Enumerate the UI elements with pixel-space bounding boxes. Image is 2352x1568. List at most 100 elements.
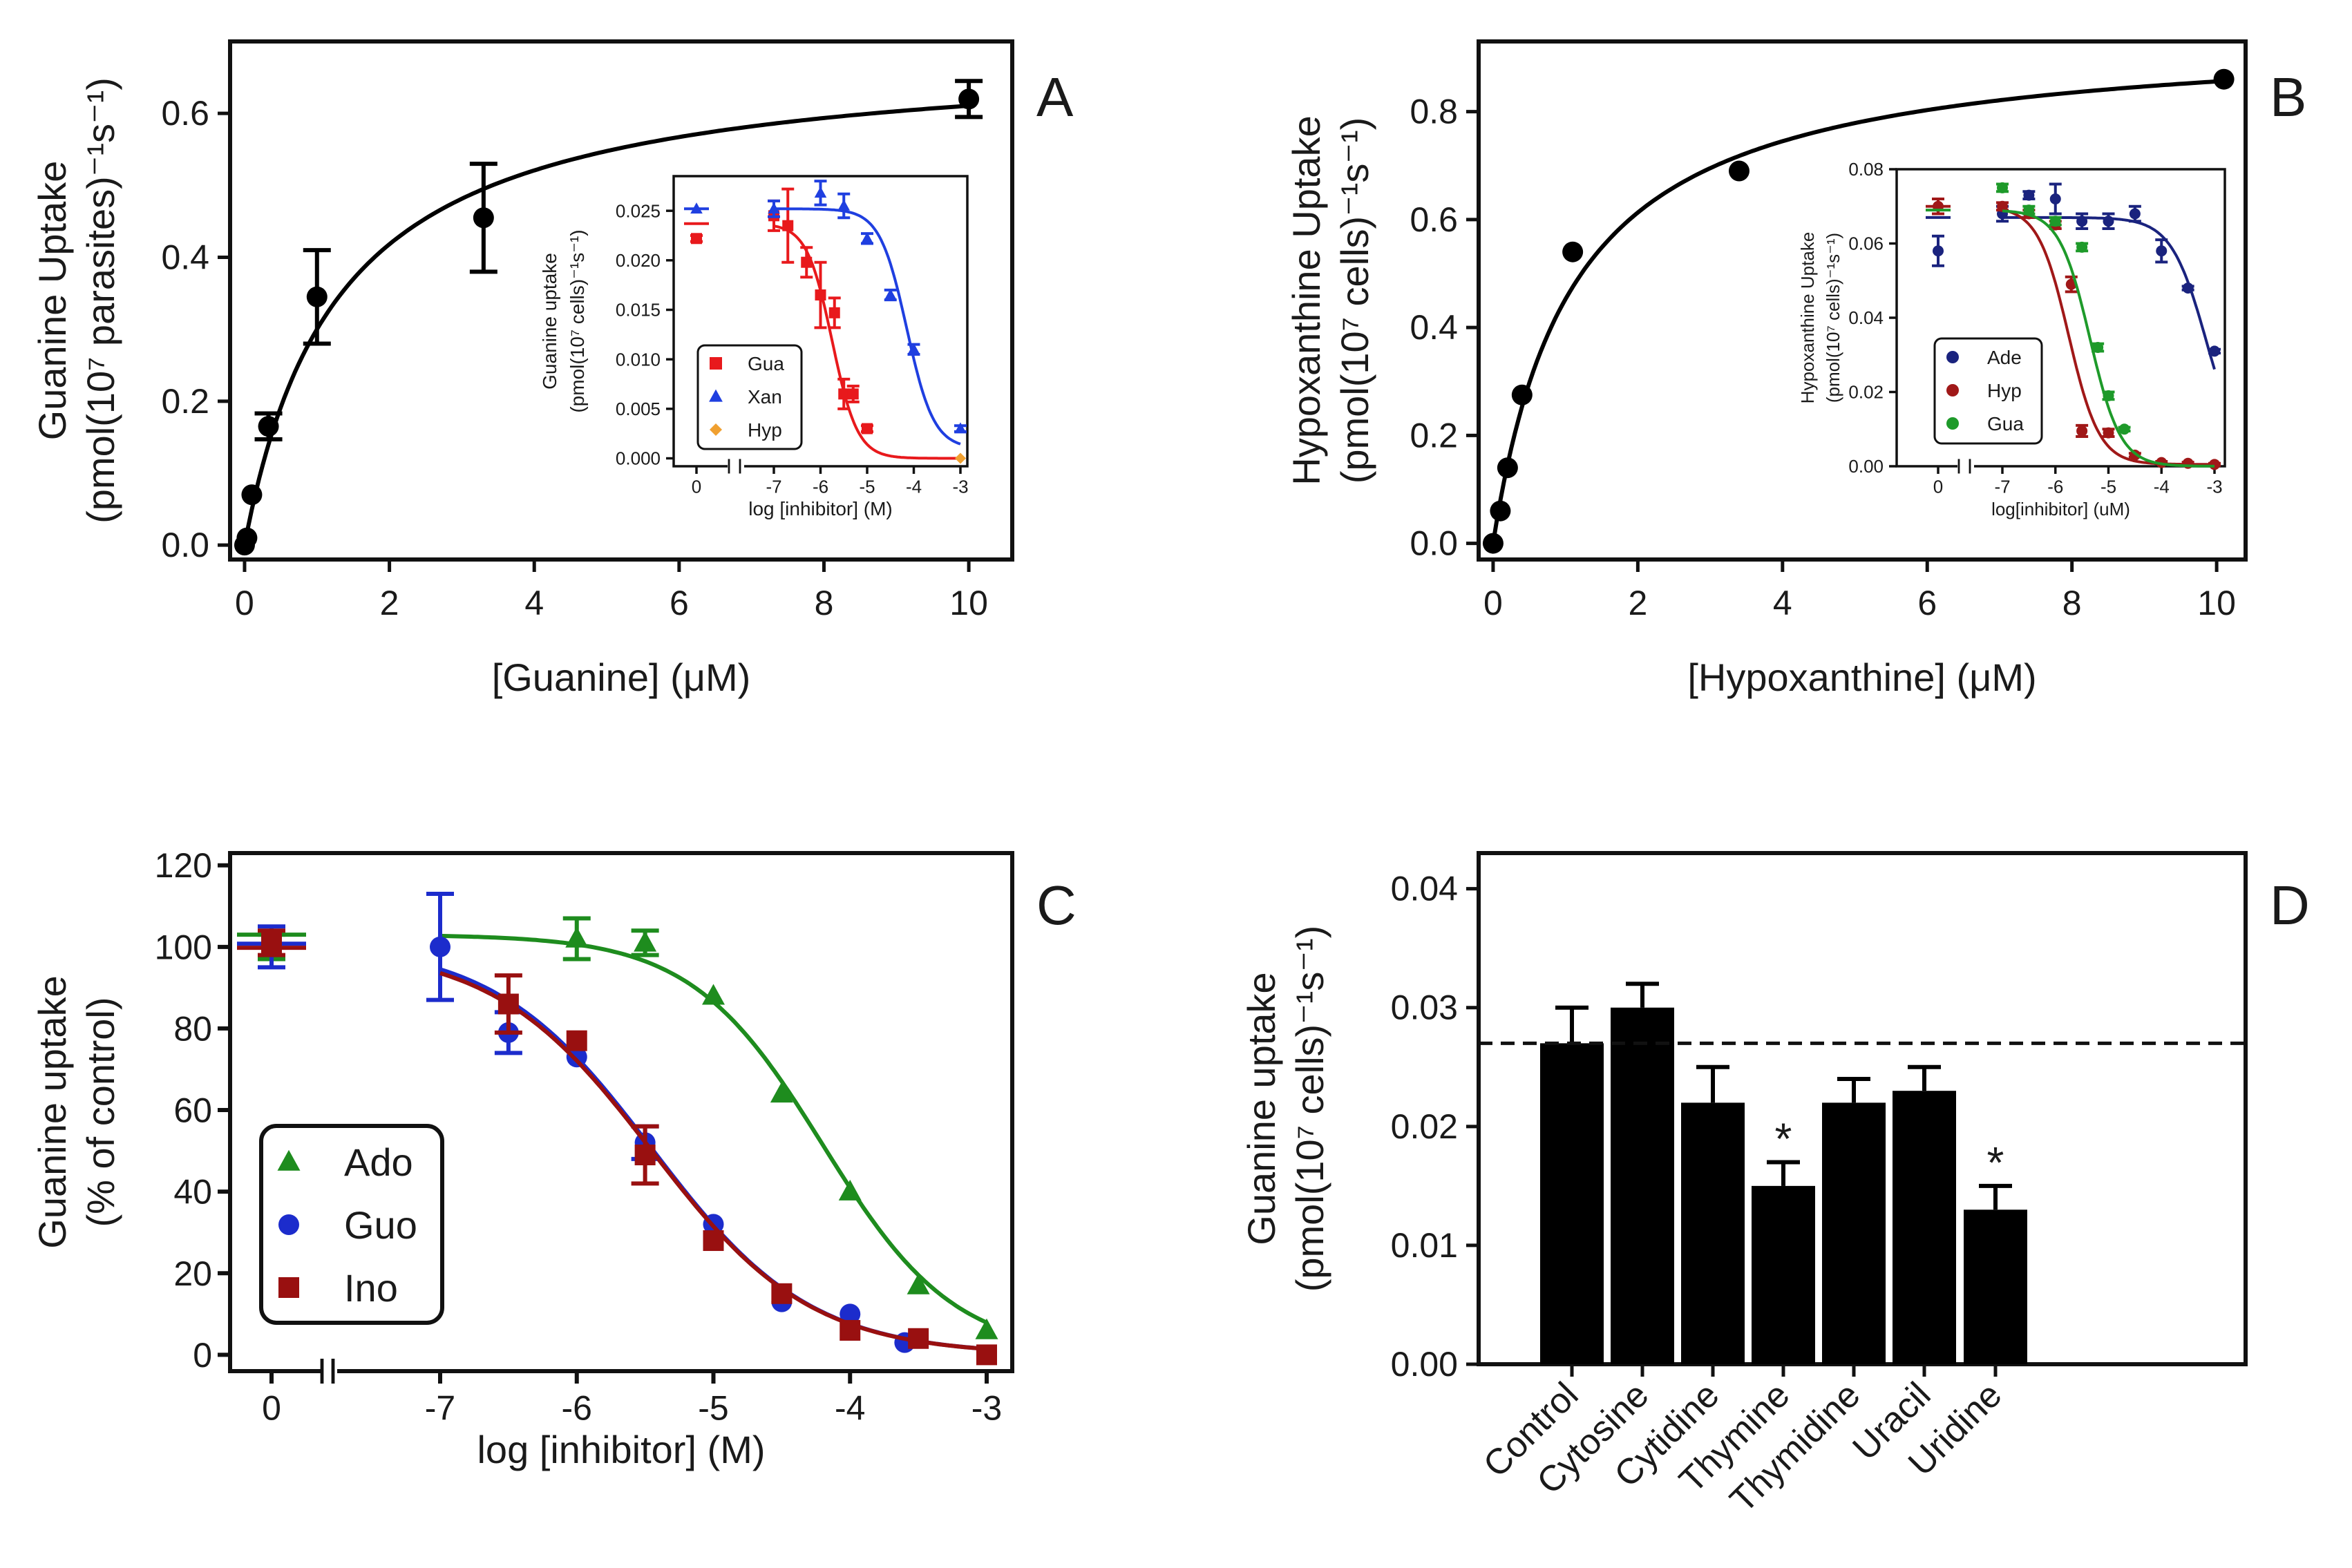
error-bar bbox=[1767, 1160, 1800, 1186]
legend-label-hyp: Hyp bbox=[1987, 380, 2022, 401]
plot-frame-b bbox=[1477, 39, 2248, 562]
y-axis-label: (pmol(10⁷ cells)⁻¹s⁻¹) bbox=[1823, 233, 1843, 403]
y-axis-label: (pmol(10⁷ cells)⁻¹s⁻¹) bbox=[1333, 117, 1376, 484]
data-point-hyp bbox=[1997, 200, 2008, 212]
bar-thymidine bbox=[1822, 1102, 1886, 1364]
x-tick-label: -6 bbox=[562, 1389, 592, 1428]
x-axis-label: log [inhibitor] (M) bbox=[748, 498, 893, 519]
x-tick-label: -7 bbox=[766, 476, 781, 497]
data-point-guo bbox=[566, 1046, 587, 1068]
y-tick-label: 60 bbox=[173, 1091, 212, 1130]
data-point-ino bbox=[261, 932, 282, 953]
legend-label-hyp: Hyp bbox=[748, 419, 782, 441]
x-tick-label: 4 bbox=[524, 584, 544, 622]
panel-label-d: D bbox=[2270, 874, 2310, 936]
x-tick-label: 10 bbox=[949, 584, 988, 622]
y-tick-label: 0.000 bbox=[616, 448, 661, 469]
bar-uracil bbox=[1893, 1091, 1956, 1364]
y-tick-label: 0.020 bbox=[616, 250, 661, 271]
legend-label-gua: Gua bbox=[1987, 413, 2024, 434]
bar-uridine bbox=[1964, 1210, 2027, 1364]
y-axis-label: Hypoxanthine Uptake bbox=[1284, 115, 1328, 485]
data-point-gua bbox=[847, 388, 859, 400]
x-tick-label: -4 bbox=[906, 476, 922, 497]
significance-star: * bbox=[1775, 1113, 1792, 1163]
data-point-xan bbox=[861, 232, 873, 244]
y-tick-label: 0.00 bbox=[1391, 1345, 1458, 1384]
y-tick-label: 0.04 bbox=[1848, 307, 1884, 328]
panel-label-b: B bbox=[2270, 66, 2306, 128]
x-tick-label: -3 bbox=[2206, 476, 2222, 497]
axis-break-icon bbox=[728, 459, 741, 474]
x-tick-label: -3 bbox=[971, 1389, 1002, 1428]
error-bar bbox=[1626, 982, 1659, 1008]
x-tick-label: 8 bbox=[2062, 584, 2082, 622]
data-point-ade bbox=[2076, 216, 2088, 227]
bar-control bbox=[1540, 1043, 1604, 1364]
plot-frame-a bbox=[228, 39, 1014, 562]
y-tick-label: 0.02 bbox=[1848, 382, 1884, 403]
axis-break-icon bbox=[1957, 459, 1971, 474]
inset-frame-a bbox=[672, 175, 969, 468]
legend-marker-xan bbox=[709, 389, 723, 402]
y-tick-label: 0.2 bbox=[1410, 416, 1458, 455]
data-point-xan bbox=[837, 199, 851, 211]
error-bar bbox=[1979, 1183, 2012, 1210]
x-tick-label: 0 bbox=[1933, 476, 1943, 497]
data-point-gua bbox=[862, 423, 873, 434]
data-point-xan bbox=[954, 422, 967, 434]
y-tick-label: 0.4 bbox=[1410, 308, 1458, 347]
legend-marker-guo bbox=[278, 1214, 299, 1235]
data-point bbox=[1490, 500, 1511, 522]
x-tick-label: 4 bbox=[1773, 584, 1792, 622]
x-axis-label: log [inhibitor] (M) bbox=[477, 1428, 765, 1471]
y-axis-label: Guanine uptake bbox=[1240, 972, 1283, 1245]
error-bar bbox=[1837, 1076, 1870, 1103]
x-tick-label: 0 bbox=[262, 1389, 281, 1428]
y-tick-label: 0.08 bbox=[1848, 159, 1884, 180]
inset-frame-b bbox=[1895, 168, 2226, 468]
fit-curve-gua bbox=[2002, 209, 2215, 468]
x-tick-label: 2 bbox=[380, 584, 399, 622]
data-point-gua bbox=[838, 388, 850, 400]
data-point-guo bbox=[430, 936, 451, 957]
data-point-ino bbox=[703, 1230, 724, 1252]
fit-curve-xan bbox=[774, 207, 961, 446]
data-point-ino bbox=[497, 993, 519, 1015]
data-point-ado bbox=[770, 1082, 793, 1103]
legend-marker-gua bbox=[1946, 417, 1959, 430]
fit-curve bbox=[1490, 79, 2224, 544]
panel-label-c: C bbox=[1036, 874, 1077, 936]
data-point-ado bbox=[975, 1318, 998, 1339]
data-point-gua bbox=[2023, 204, 2035, 216]
y-axis-label: (% of control) bbox=[79, 997, 122, 1227]
legend-marker-gua bbox=[710, 357, 722, 370]
data-point bbox=[241, 484, 263, 506]
y-tick-label: 0.6 bbox=[1410, 200, 1458, 239]
x-tick-label: 0 bbox=[1483, 584, 1503, 622]
data-point-gua bbox=[1997, 182, 2008, 193]
data-point bbox=[473, 207, 494, 229]
y-tick-label: 0.00 bbox=[1848, 456, 1884, 477]
data-point bbox=[2213, 68, 2235, 90]
x-tick-label: -4 bbox=[835, 1389, 865, 1428]
axis-break-icon bbox=[320, 1359, 335, 1384]
x-axis-label: log[inhibitor] (uM) bbox=[1991, 499, 2130, 519]
data-point-ade bbox=[2129, 208, 2141, 220]
plot-frame-c bbox=[228, 851, 1014, 1373]
data-point-gua bbox=[2103, 390, 2114, 401]
x-tick-label: 6 bbox=[1917, 584, 1937, 622]
x-axis-label: [Hypoxanthine] (μM) bbox=[1687, 656, 2036, 699]
y-axis-label: Hypoxanthine Uptake bbox=[1797, 232, 1818, 404]
y-axis-label: Guanine uptake bbox=[30, 975, 74, 1248]
data-point bbox=[1497, 457, 1518, 479]
data-point-gua bbox=[782, 220, 794, 231]
bar-cytidine bbox=[1681, 1102, 1745, 1364]
x-axis-label: [Guanine] (μM) bbox=[492, 656, 751, 699]
x-tick-label: -6 bbox=[2047, 476, 2063, 497]
x-tick-label: 0 bbox=[692, 476, 701, 497]
fit-curve-guo bbox=[439, 967, 987, 1351]
y-tick-label: 0.6 bbox=[161, 94, 209, 133]
data-point-gua bbox=[2092, 342, 2104, 353]
